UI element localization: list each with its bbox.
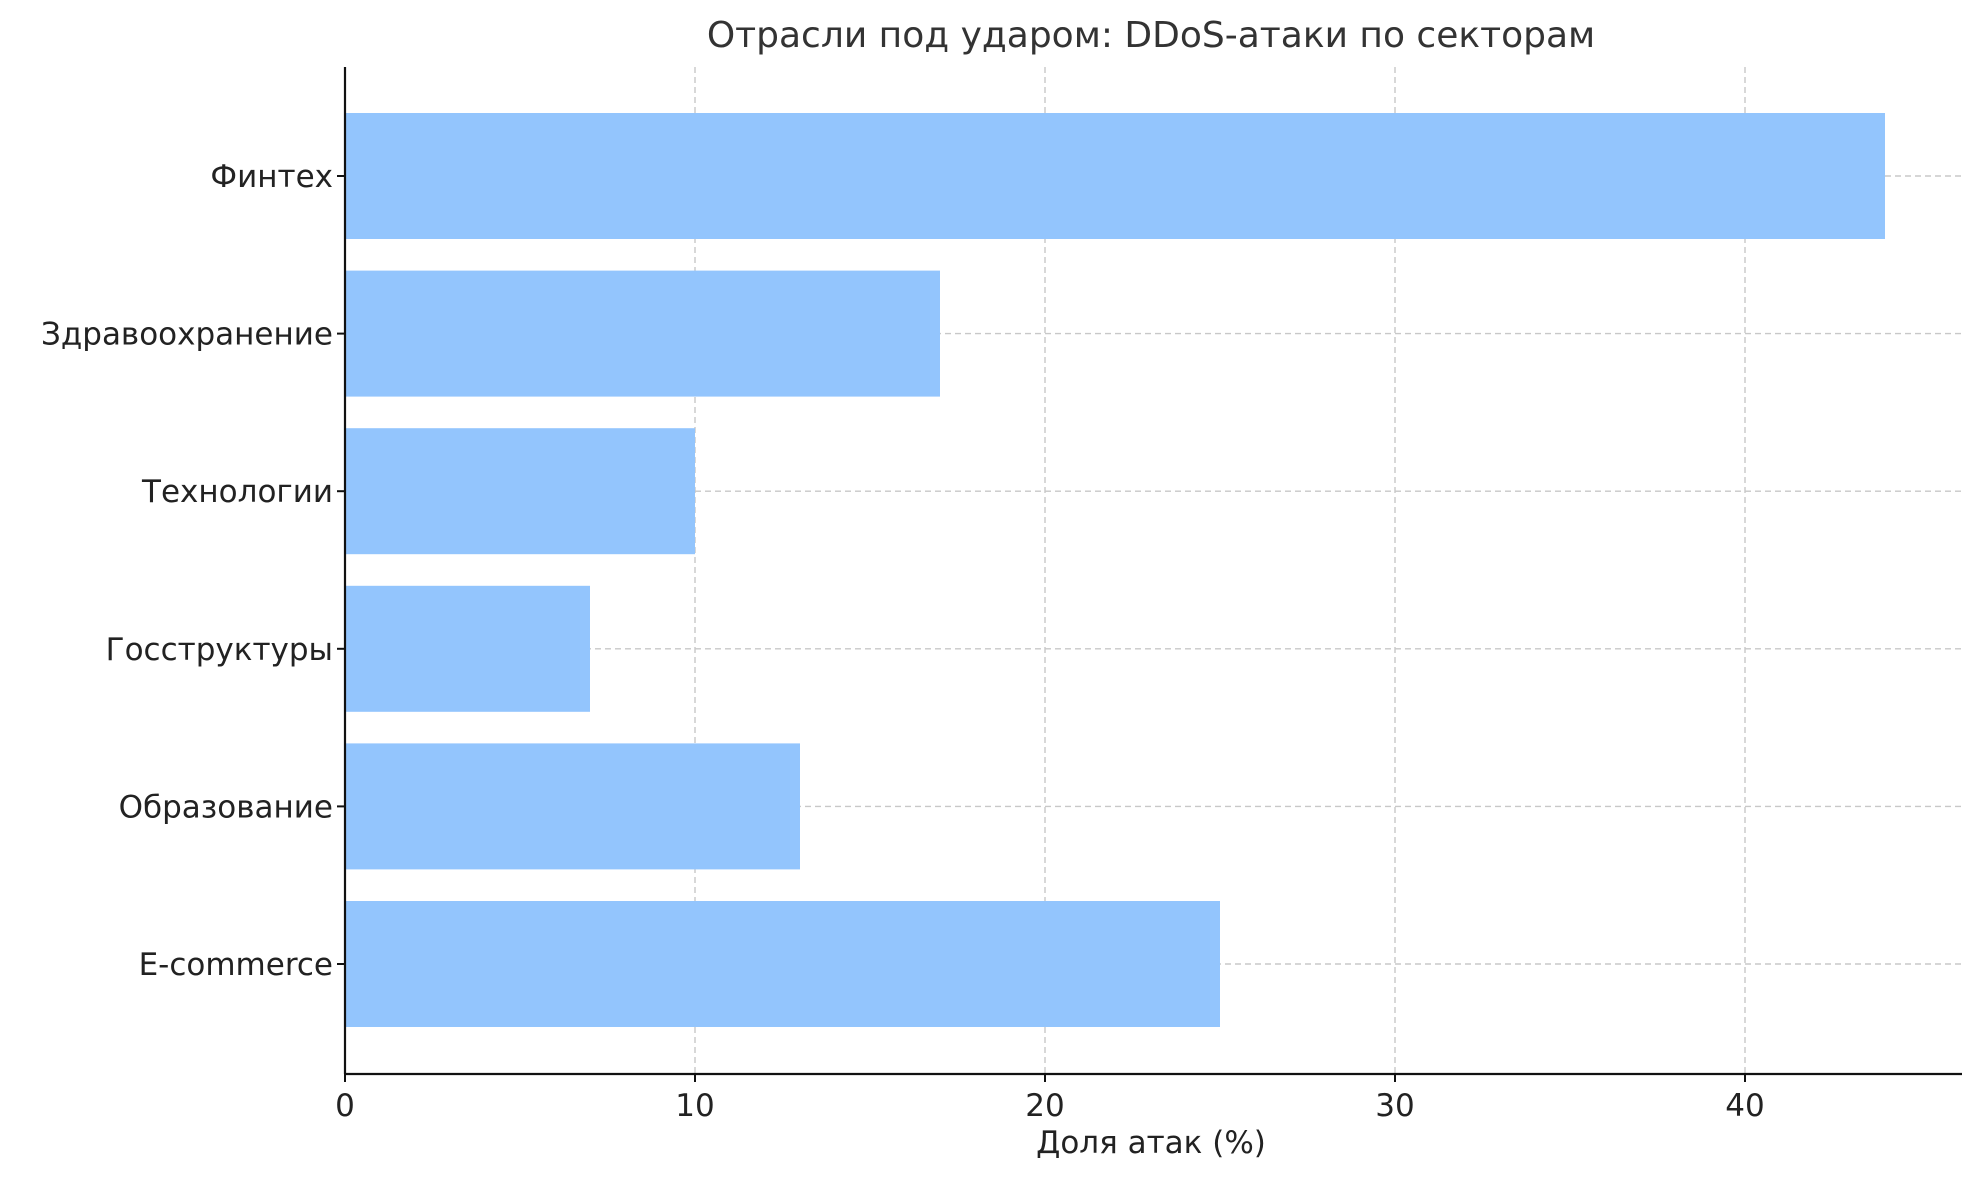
y-tick-label: Образование	[119, 789, 333, 825]
bar-3	[345, 428, 695, 555]
x-tick-label: 0	[335, 1088, 355, 1124]
y-tick-label: E-commerce	[139, 947, 333, 983]
chart-title: Отрасли под ударом: DDoS-атаки по сектор…	[707, 15, 1595, 56]
x-axis-label: Доля атак (%)	[1036, 1125, 1266, 1161]
bar-0	[345, 901, 1220, 1027]
bars-layer	[345, 113, 1885, 1027]
bar-2	[345, 585, 590, 712]
x-tick-label: 40	[1725, 1088, 1764, 1124]
axes-layer	[343, 67, 1962, 1076]
bar-5	[345, 113, 1885, 239]
y-tick-label: Технологии	[141, 474, 333, 510]
x-tick-label: 20	[1025, 1088, 1064, 1124]
x-tick-label: 30	[1375, 1088, 1414, 1124]
y-tick-label: Здравоохранение	[41, 317, 333, 353]
y-tick-label: Финтех	[210, 159, 333, 195]
bar-4	[345, 270, 940, 397]
y-tick-label: Госструктуры	[106, 632, 333, 668]
bar-1	[345, 743, 800, 870]
x-tick-label: 10	[675, 1088, 714, 1124]
ticks-layer: 0 10 20 30 40 E-commerce Образование Госструкту…	[41, 159, 1765, 1124]
